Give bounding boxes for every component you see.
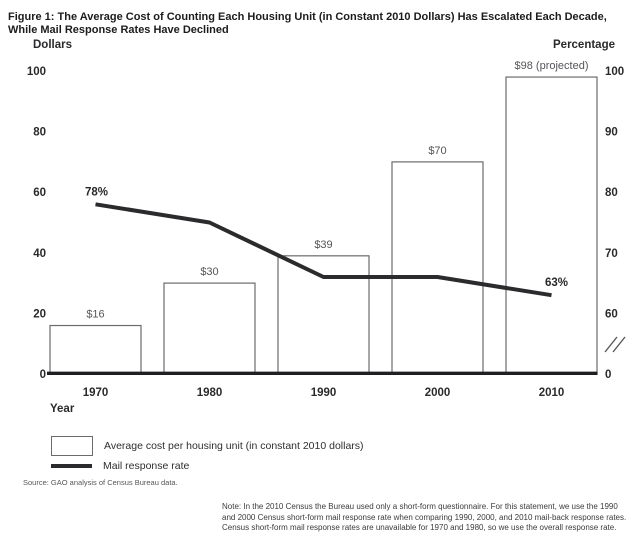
legend-line-label: Mail response rate <box>103 460 190 472</box>
legend-line-swatch <box>51 464 92 468</box>
axis-break-mark <box>612 336 626 353</box>
bar-value-label-1970: $16 <box>86 309 104 321</box>
bar-value-label-2010: $98 (projected) <box>515 60 589 72</box>
legend-item-cost: Average cost per housing unit (in consta… <box>51 436 364 456</box>
x-tick-1990: 1990 <box>311 387 337 399</box>
axis-break-mark <box>604 336 618 353</box>
legend-bar-swatch <box>51 436 93 456</box>
footnote: Note: In the 2010 Census the Bureau used… <box>222 502 627 532</box>
figure-title: Figure 1: The Average Cost of Counting E… <box>8 11 607 36</box>
line-point-label-1970: 78% <box>85 186 108 198</box>
right-axis-tick-60: 60 <box>605 308 618 320</box>
cost-bar-2010 <box>505 76 598 375</box>
line-point-label-2010: 63% <box>545 277 568 289</box>
cost-bar-1980 <box>163 282 256 375</box>
right-axis-tick-100: 100 <box>605 66 624 78</box>
cost-bar-1970 <box>49 324 142 375</box>
left-axis-tick-60: 60 <box>33 187 46 199</box>
x-tick-1980: 1980 <box>197 387 223 399</box>
left-axis-tick-40: 40 <box>33 248 46 260</box>
left-axis-title: Dollars <box>33 39 72 51</box>
mail-response-rate-line <box>95 202 552 298</box>
bar-value-label-1980: $30 <box>200 266 218 278</box>
left-axis-tick-0: 0 <box>40 369 46 381</box>
right-axis-tick-0: 0 <box>605 369 611 381</box>
bar-value-label-2000: $70 <box>428 145 446 157</box>
x-tick-2000: 2000 <box>425 387 451 399</box>
right-axis-tick-80: 80 <box>605 187 618 199</box>
left-axis-tick-100: 100 <box>27 66 46 78</box>
x-tick-2010: 2010 <box>539 387 565 399</box>
left-axis-tick-20: 20 <box>33 308 46 320</box>
source-note: Source: GAO analysis of Census Bureau da… <box>23 478 178 487</box>
cost-bar-2000 <box>391 161 484 375</box>
x-axis-title: Year <box>50 403 75 415</box>
right-axis-tick-90: 90 <box>605 127 618 139</box>
legend-item-response-rate: Mail response rate <box>51 459 189 473</box>
right-axis-tick-70: 70 <box>605 248 618 260</box>
legend-bar-label: Average cost per housing unit (in consta… <box>104 440 364 452</box>
x-tick-1970: 1970 <box>83 387 109 399</box>
right-axis-title: Percentage <box>553 39 616 51</box>
left-axis-tick-80: 80 <box>33 127 46 139</box>
bar-value-label-1990: $39 <box>314 239 332 251</box>
cost-bar-1990 <box>277 255 370 375</box>
